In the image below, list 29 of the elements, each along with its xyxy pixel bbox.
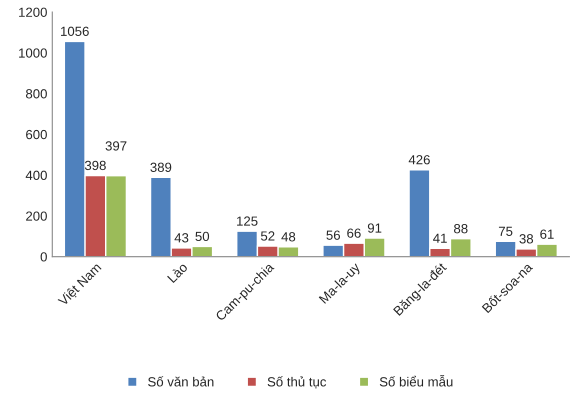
data-label: 397 [106, 141, 126, 151]
data-label: 91 [368, 223, 382, 233]
data-label: 426 [408, 155, 430, 164]
y-tick-label: 400 [26, 170, 47, 180]
data-label: 50 [195, 232, 210, 242]
data-label: 52 [260, 231, 274, 241]
legend-label: Số thủ tục [268, 376, 326, 388]
data-label: 43 [174, 233, 188, 242]
data-label: 398 [84, 160, 106, 170]
y-tick-label: 200 [26, 211, 47, 221]
data-label: 48 [281, 232, 296, 242]
data-label: 66 [347, 228, 361, 238]
y-tick-label: 0 [40, 252, 47, 262]
data-label: 389 [150, 162, 172, 172]
x-tick-label: Lào [166, 262, 188, 284]
data-label: 125 [237, 216, 258, 226]
data-label: 88 [454, 224, 468, 234]
data-label: 41 [433, 234, 447, 243]
y-tick-label: 1200 [19, 8, 47, 17]
legend-label: Số biểu mẫu [380, 374, 452, 387]
data-label: 1056 [61, 26, 89, 36]
data-label: 61 [540, 229, 554, 239]
y-tick-label: 800 [26, 89, 47, 98]
legend-label: Số văn bản [148, 376, 214, 387]
data-label: 38 [519, 234, 534, 244]
y-tick-label: 1000 [19, 48, 47, 58]
y-tick-label: 600 [26, 130, 47, 140]
data-label: 56 [326, 230, 340, 240]
data-label: 75 [498, 226, 512, 236]
